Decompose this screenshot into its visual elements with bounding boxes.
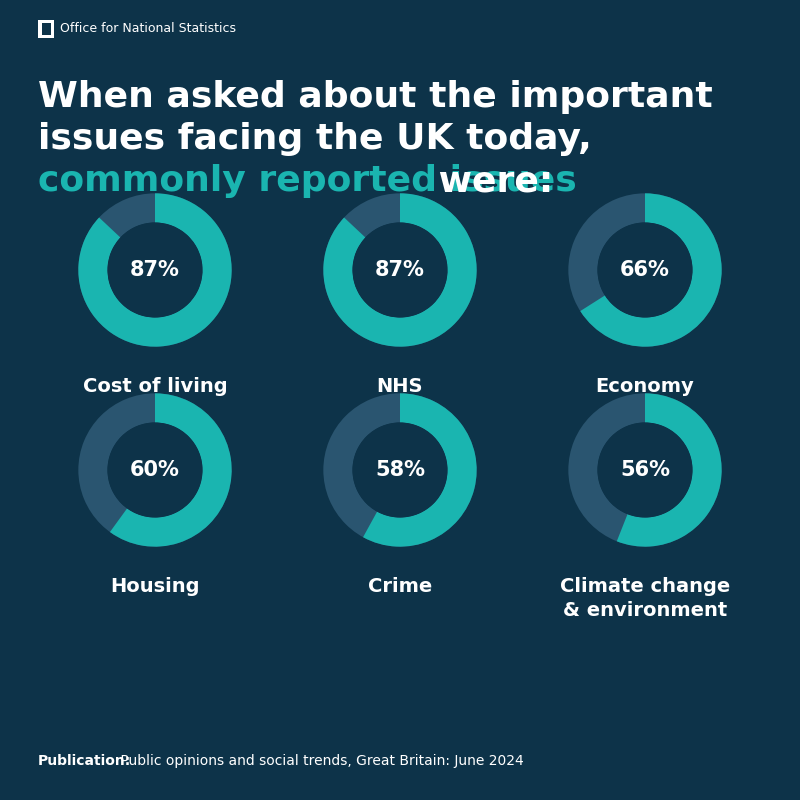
Text: Publication:: Publication:	[38, 754, 131, 768]
Text: issues facing the UK today,: issues facing the UK today,	[38, 122, 592, 156]
Text: Economy: Economy	[596, 377, 694, 396]
Wedge shape	[617, 394, 722, 546]
FancyBboxPatch shape	[38, 20, 54, 38]
Text: When asked about the important: When asked about the important	[38, 80, 713, 114]
Wedge shape	[363, 394, 477, 546]
Circle shape	[598, 223, 692, 317]
Text: Public opinions and social trends, Great Britain: June 2024: Public opinions and social trends, Great…	[116, 754, 524, 768]
Text: 58%: 58%	[375, 460, 425, 480]
Wedge shape	[323, 194, 477, 346]
Wedge shape	[323, 194, 477, 346]
Circle shape	[108, 423, 202, 517]
Wedge shape	[568, 194, 722, 346]
Text: Housing: Housing	[110, 577, 200, 596]
Wedge shape	[78, 194, 232, 346]
Wedge shape	[568, 394, 722, 546]
Text: 87%: 87%	[130, 260, 180, 280]
Wedge shape	[110, 394, 232, 546]
Circle shape	[108, 223, 202, 317]
Wedge shape	[323, 394, 477, 546]
FancyBboxPatch shape	[42, 23, 51, 35]
Text: Crime: Crime	[368, 577, 432, 596]
Text: commonly reported issues: commonly reported issues	[38, 164, 577, 198]
Text: 60%: 60%	[130, 460, 180, 480]
Text: were:: were:	[426, 164, 554, 198]
Wedge shape	[78, 194, 232, 346]
Text: Climate change
& environment: Climate change & environment	[560, 577, 730, 619]
Wedge shape	[78, 394, 232, 546]
Circle shape	[598, 423, 692, 517]
Wedge shape	[580, 194, 722, 346]
Text: NHS: NHS	[377, 377, 423, 396]
Text: Cost of living: Cost of living	[82, 377, 227, 396]
Text: 87%: 87%	[375, 260, 425, 280]
Text: 66%: 66%	[620, 260, 670, 280]
Circle shape	[354, 223, 446, 317]
Text: 56%: 56%	[620, 460, 670, 480]
Text: Office for National Statistics: Office for National Statistics	[60, 22, 236, 35]
Circle shape	[354, 423, 446, 517]
